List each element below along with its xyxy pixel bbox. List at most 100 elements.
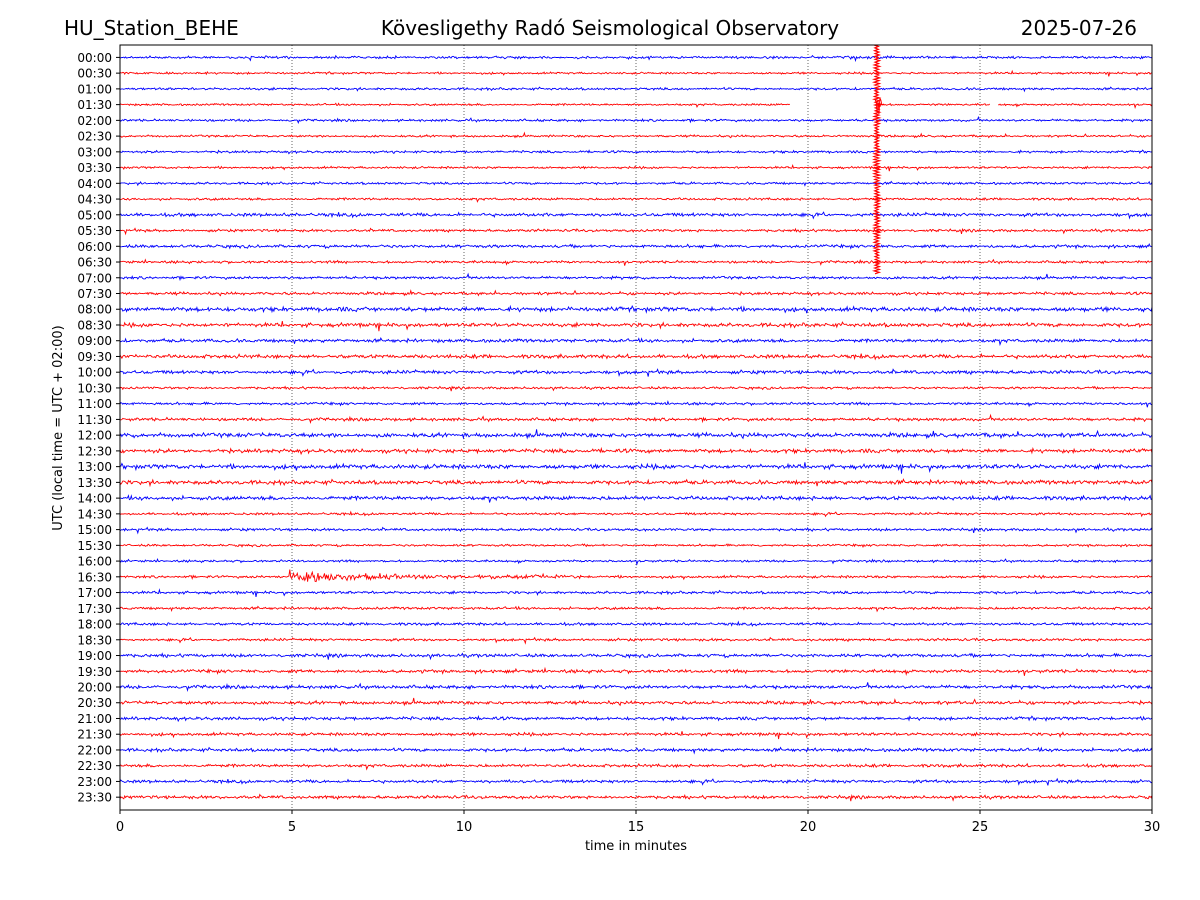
y-tick-label: 23:30 (77, 791, 112, 805)
trace-1430 (120, 510, 1152, 518)
trace-1400 (120, 494, 1152, 503)
trace-0600 (120, 242, 1152, 250)
y-tick-label: 11:00 (77, 397, 112, 411)
y-tick-label: 13:00 (77, 460, 112, 474)
trace-1700 (120, 588, 1152, 597)
trace-1230 (120, 446, 1152, 456)
trace-0230 (120, 131, 1152, 139)
trace-1730 (120, 605, 1152, 613)
y-tick-label: 14:30 (77, 507, 112, 521)
earthquake-spike (871, 45, 882, 275)
trace-1000 (120, 368, 1152, 377)
y-tick-label: 01:00 (77, 82, 112, 96)
trace-0900 (120, 337, 1152, 347)
y-tick-label: 02:00 (77, 114, 112, 128)
y-axis-label: UTC (local time = UTC + 02:00) (51, 325, 66, 530)
y-tick-label: 10:00 (77, 366, 112, 380)
trace-0930 (120, 352, 1152, 361)
trace-1800 (120, 620, 1152, 627)
y-tick-label: 05:00 (77, 208, 112, 222)
trace-0100 (120, 86, 1152, 93)
y-tick-label: 18:00 (77, 618, 112, 632)
trace-1100 (120, 400, 1152, 408)
y-tick-label: 02:30 (77, 130, 112, 144)
y-tick-label: 21:00 (77, 712, 112, 726)
trace-group (120, 45, 1152, 802)
y-tick-label: 20:30 (77, 696, 112, 710)
y-tick-label: 15:00 (77, 523, 112, 537)
y-tick-label: 07:30 (77, 287, 112, 301)
y-tick-label: 15:30 (77, 539, 112, 553)
y-tick-label: 13:30 (77, 476, 112, 490)
trace-0330 (120, 163, 1152, 172)
trace-2330 (120, 793, 1152, 802)
y-tick-label: 09:00 (77, 334, 112, 348)
y-tick-label: 10:30 (77, 381, 112, 395)
trace-0030 (120, 69, 1152, 77)
trace-0530 (120, 227, 1152, 236)
x-tick-label: 5 (288, 820, 296, 835)
trace-1500 (120, 526, 1152, 535)
y-tick-label: 16:00 (77, 555, 112, 569)
record-date: 2025-07-26 (1020, 16, 1137, 40)
y-tick-label: 03:30 (77, 161, 112, 175)
trace-0800 (120, 304, 1152, 314)
trace-0400 (120, 180, 1152, 187)
y-tick-label: 12:00 (77, 429, 112, 443)
trace-2000 (120, 682, 1152, 693)
y-tick-label: 22:00 (77, 743, 112, 757)
y-tick-label: 00:30 (77, 67, 112, 81)
x-tick-label: 10 (456, 820, 473, 835)
x-tick-label: 20 (800, 820, 817, 835)
y-tick-label: 04:30 (77, 193, 112, 207)
trace-2230 (120, 762, 1152, 771)
y-tick-label: 08:00 (77, 303, 112, 317)
trace-0700 (120, 272, 1152, 282)
y-tick-label: 14:00 (77, 492, 112, 506)
trace-0830 (120, 321, 1152, 332)
x-tick-label: 0 (116, 820, 124, 835)
trace-2130 (120, 731, 1152, 740)
trace-0430 (120, 196, 1152, 203)
trace-2300 (120, 777, 1152, 786)
y-tick-label: 17:30 (77, 602, 112, 616)
y-tick-label: 21:30 (77, 728, 112, 742)
y-tick-label: 03:00 (77, 145, 112, 159)
y-tick-label: 05:30 (77, 224, 112, 238)
y-tick-label: 00:00 (77, 51, 112, 65)
y-tick-label: 20:00 (77, 681, 112, 695)
trace-0130 (120, 97, 1152, 114)
y-tick-label: 11:30 (77, 413, 112, 427)
y-tick-label: 06:00 (77, 240, 112, 254)
trace-1030 (120, 385, 1152, 392)
y-tick-label: 17:00 (77, 586, 112, 600)
y-tick-label: 23:00 (77, 775, 112, 789)
trace-1630 (120, 569, 1152, 583)
y-tick-label: 06:30 (77, 256, 112, 270)
y-tick-label: 16:30 (77, 570, 112, 584)
trace-1530 (120, 543, 1152, 548)
y-tick-label: 12:30 (77, 444, 112, 458)
trace-1300 (120, 462, 1152, 474)
trace-2100 (120, 715, 1152, 723)
x-tick-label: 25 (972, 820, 989, 835)
trace-2200 (120, 746, 1152, 755)
y-tick-label: 04:00 (77, 177, 112, 191)
trace-1200 (120, 429, 1152, 440)
trace-0500 (120, 211, 1152, 220)
y-tick-label: 09:30 (77, 350, 112, 364)
y-tick-label: 01:30 (77, 98, 112, 112)
observatory-title: Kövesligethy Radó Seismological Observat… (380, 16, 840, 40)
trace-1930 (120, 666, 1152, 677)
y-tick-label: 08:30 (77, 318, 112, 332)
trace-0730 (120, 289, 1152, 297)
trace-1600 (120, 558, 1152, 566)
trace-0300 (120, 149, 1152, 155)
x-tick-label: 30 (1144, 820, 1161, 835)
x-axis: 0 5 10 15 20 25 30 (116, 810, 1160, 835)
trace-1900 (120, 652, 1152, 661)
trace-0000 (120, 54, 1152, 63)
x-axis-label: time in minutes (585, 839, 687, 854)
